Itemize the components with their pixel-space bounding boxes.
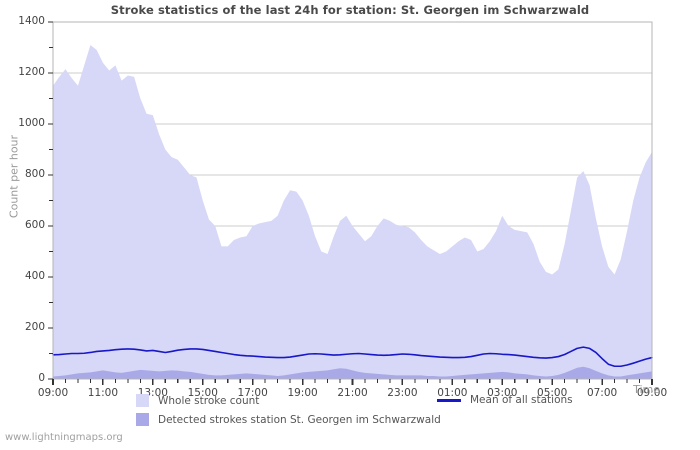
y-axis-tick-label: 1200 bbox=[18, 66, 45, 78]
legend-label-whole-stroke-count: Whole stroke count bbox=[158, 394, 260, 407]
y-axis-tick-label: 200 bbox=[24, 321, 45, 333]
y-axis-tick-label: 0 bbox=[38, 372, 45, 384]
y-axis-tick-label: 400 bbox=[24, 270, 45, 282]
x-axis-tick-label: 19:00 bbox=[287, 387, 318, 399]
x-axis-tick-label: 03:00 bbox=[487, 387, 518, 399]
x-axis-tick-label: 11:00 bbox=[87, 387, 119, 399]
x-axis-tick-label: 05:00 bbox=[537, 387, 568, 399]
legend-swatch-detected-strokes bbox=[136, 413, 149, 426]
legend-label-mean-of-all-stations: Mean of all stations bbox=[470, 394, 573, 406]
x-axis-tick-label: 09:00 bbox=[37, 387, 69, 399]
y-axis-tick-label: 1400 bbox=[18, 15, 45, 27]
legend-entry-detected-strokes: Detected strokes station St. Georgen im … bbox=[136, 413, 441, 426]
x-axis-tick-label: 23:00 bbox=[387, 387, 418, 399]
chart-title: Stroke statistics of the last 24h for st… bbox=[110, 3, 590, 17]
footer-url: www.lightningmaps.org bbox=[5, 432, 123, 443]
y-axis-label: Count per hour bbox=[7, 134, 21, 219]
y-axis-tick-label: 600 bbox=[24, 219, 45, 231]
legend-label-detected-strokes: Detected strokes station St. Georgen im … bbox=[158, 413, 441, 426]
series-detected-strokes bbox=[53, 366, 652, 379]
y-axis-ticks bbox=[48, 21, 53, 380]
x-axis-tick-label: 17:00 bbox=[237, 387, 268, 399]
y-axis-tick-label: 1000 bbox=[18, 117, 45, 129]
legend-line-mean-of-all-stations bbox=[437, 398, 461, 402]
series-whole-stroke-count bbox=[53, 44, 652, 379]
x-axis-tick-label: 01:00 bbox=[437, 387, 468, 399]
x-axis-ticks bbox=[52, 379, 653, 385]
legend-entry-whole-stroke-count: Whole stroke count bbox=[136, 394, 259, 407]
x-axis-tick-label: 07:00 bbox=[586, 387, 618, 399]
x-axis-label: Time bbox=[633, 383, 660, 396]
legend-entry-mean-of-all-stations: Mean of all stations bbox=[437, 394, 573, 406]
x-axis-tick-label: 21:00 bbox=[337, 387, 368, 399]
series-mean-of-all-stations bbox=[52, 346, 653, 368]
y-axis-tick-label: 800 bbox=[24, 168, 45, 180]
x-axis-tick-label: 15:00 bbox=[187, 387, 218, 399]
legend-swatch-whole-stroke-count bbox=[136, 394, 149, 407]
x-axis-tick-label: 09:00 bbox=[636, 387, 668, 399]
chart-legend: Whole stroke count Detected strokes stat… bbox=[0, 392, 700, 428]
